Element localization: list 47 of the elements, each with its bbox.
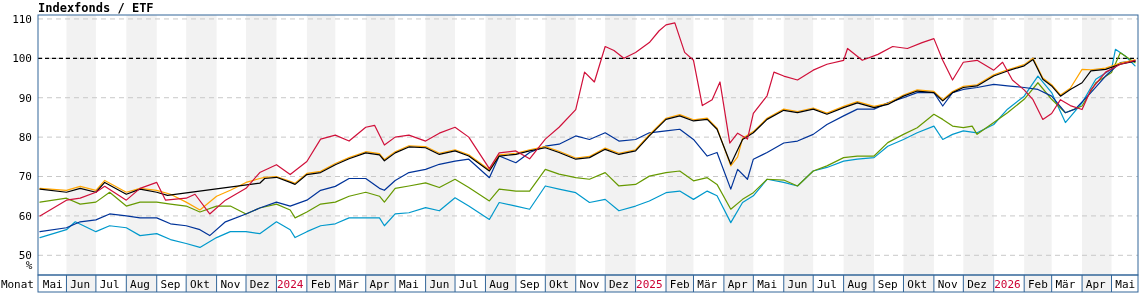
x-tick-label: Dez — [249, 277, 270, 291]
x-tick-label: Okt — [189, 277, 210, 291]
x-tick-label: Mär — [1055, 277, 1076, 291]
x-tick-label: Okt — [549, 277, 569, 291]
y-tick-label: 110 — [12, 12, 32, 26]
x-tick-label: Feb — [310, 277, 331, 291]
x-tick-label: Mai — [398, 277, 419, 291]
x-tick-label: Aug — [847, 277, 868, 291]
x-tick-label: Jun — [70, 277, 91, 291]
x-tick-label: Mär — [339, 277, 360, 291]
x-tick-label: 2025 — [636, 277, 663, 291]
x-tick-label: Feb — [669, 277, 690, 291]
x-tick-label: Jun — [787, 277, 808, 291]
x-tick-label: Mai — [757, 277, 778, 291]
x-tick-label: Apr — [1085, 277, 1107, 291]
x-tick-label: Mai — [1115, 277, 1136, 291]
x-tick-label: Nov — [579, 277, 600, 291]
x-tick-label: Nov — [937, 277, 958, 291]
x-tick-label: Dez — [967, 277, 988, 291]
y-tick-label: 90 — [18, 91, 32, 105]
x-tick-label: Sep — [519, 277, 540, 291]
x-tick-label: Jul — [458, 277, 479, 291]
x-tick-label: Jul — [99, 277, 120, 291]
x-tick-label: Jun — [429, 277, 450, 291]
chart-title: Indexfonds / ETF — [38, 1, 154, 15]
y-tick-label: 80 — [18, 130, 32, 144]
y-tick-label: 60 — [18, 209, 32, 223]
y-tick-label: 100 — [12, 52, 32, 66]
x-tick-label: Jul — [817, 277, 837, 291]
y-tick-label: 70 — [18, 170, 32, 184]
x-tick-label: 2026 — [994, 277, 1021, 291]
x-tick-label: Aug — [489, 277, 510, 291]
x-tick-label: Dez — [608, 277, 629, 291]
x-tick-label: Nov — [220, 277, 241, 291]
x-tick-label: Feb — [1027, 277, 1048, 291]
line-series — [39, 22, 1136, 217]
x-tick-label: Mai — [42, 277, 63, 291]
x-tick-label: Sep — [160, 277, 181, 291]
x-tick-label: 2024 — [276, 277, 304, 291]
x-axis-title: Monat — [0, 277, 34, 291]
x-tick-label: Mär — [697, 277, 718, 291]
x-tick-label: Apr — [369, 277, 390, 291]
x-tick-label: Okt — [907, 277, 928, 291]
x-tick-label: Apr — [727, 277, 748, 291]
x-tick-label: Sep — [877, 277, 898, 291]
x-tick-label: Aug — [130, 277, 150, 291]
y-axis-title: % — [25, 259, 33, 273]
